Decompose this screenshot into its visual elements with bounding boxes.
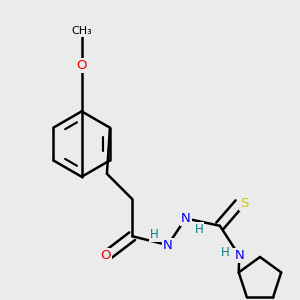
Text: H: H <box>220 246 229 259</box>
Text: S: S <box>240 197 249 210</box>
Text: O: O <box>100 249 111 262</box>
Text: H: H <box>195 223 203 236</box>
Text: N: N <box>234 249 244 262</box>
Text: O: O <box>76 59 87 72</box>
Text: CH₃: CH₃ <box>71 26 92 36</box>
Text: N: N <box>181 212 190 225</box>
Text: H: H <box>150 228 159 241</box>
Text: N: N <box>163 238 173 252</box>
